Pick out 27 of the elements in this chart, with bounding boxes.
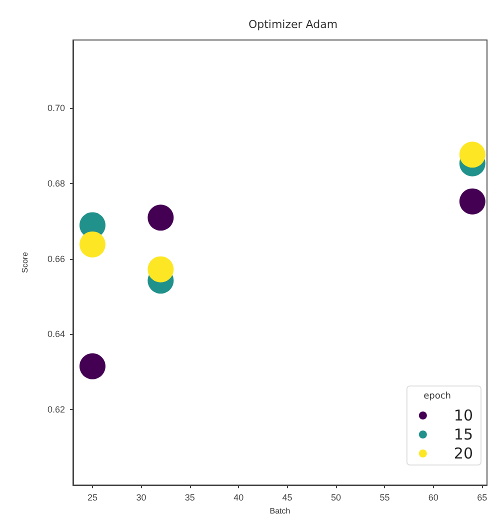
- point: [148, 256, 174, 282]
- y-tick-label: 0.70: [47, 102, 65, 113]
- legend-label: 10: [454, 406, 474, 424]
- legend-title: epoch: [424, 392, 452, 402]
- x-tick-label: 50: [331, 492, 342, 503]
- y-tick-label: 0.62: [47, 404, 65, 415]
- legend-label: 15: [454, 426, 474, 444]
- y-axis-title: Score: [20, 252, 30, 274]
- y-tick-label: 0.68: [47, 178, 65, 188]
- y-tick-label: 0.66: [47, 254, 65, 264]
- x-tick-label: 40: [234, 492, 244, 503]
- x-tick-label: 35: [184, 492, 195, 503]
- x-tick-label: 65: [477, 492, 488, 503]
- x-axis-title: Batch: [270, 506, 290, 516]
- point: [80, 231, 106, 258]
- x-tick-label: 60: [428, 492, 438, 503]
- legend-label: 20: [454, 444, 474, 462]
- x-tick-label: 30: [136, 492, 146, 503]
- x-tick-label: 55: [380, 492, 390, 503]
- point: [148, 204, 174, 231]
- point: [459, 188, 486, 214]
- x-tick-label: 45: [282, 492, 292, 503]
- x-tick-label: 25: [87, 492, 98, 503]
- y-tick-label: 0.64: [47, 329, 65, 340]
- point: [80, 353, 106, 380]
- chart-title: Optimizer Adam: [248, 18, 338, 31]
- point: [459, 142, 486, 168]
